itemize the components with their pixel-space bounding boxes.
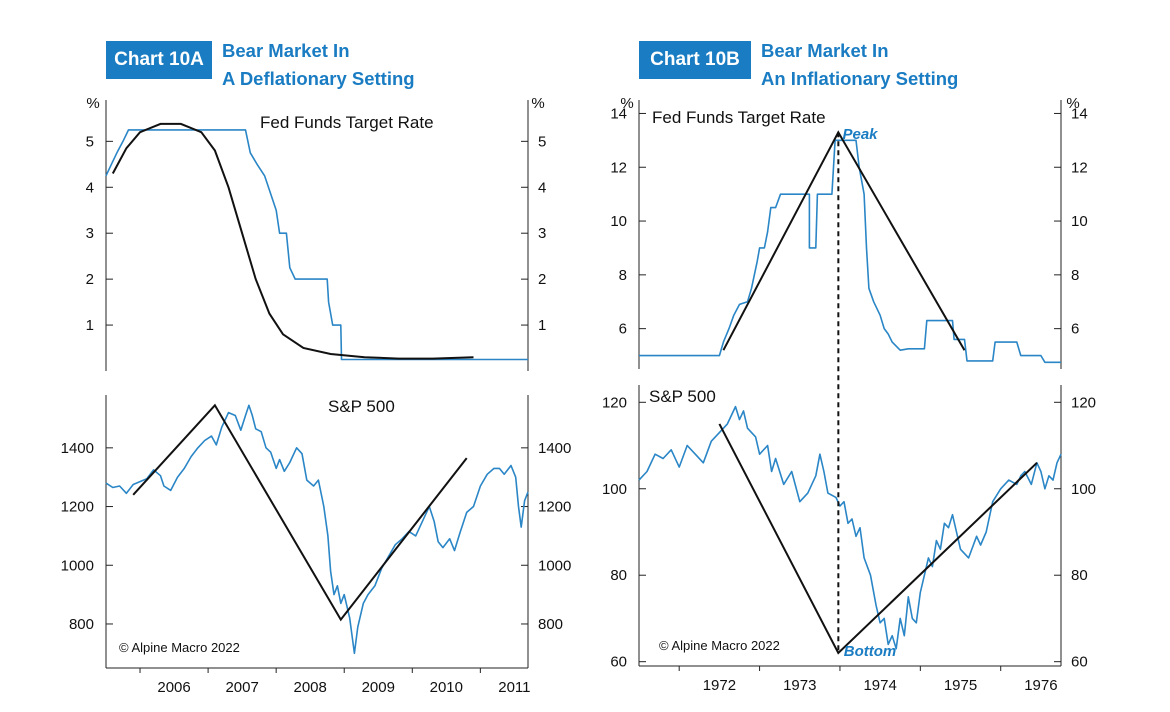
y-tick-label-right: 14 xyxy=(1071,105,1088,122)
top-series-label: Fed Funds Target Rate xyxy=(652,108,826,127)
x-tick-label: 1973 xyxy=(783,677,816,694)
x-tick-label: 2008 xyxy=(294,679,327,696)
chart-panel-10a: Chart 10A Bear Market In A Deflationary … xyxy=(61,40,572,696)
bottom-series-line xyxy=(638,405,1062,650)
bottom-series-line xyxy=(105,404,529,655)
x-tick-label: 1972 xyxy=(703,677,736,694)
chart-title-line1: Bear Market In xyxy=(761,40,889,61)
y-tick-label-right: 3 xyxy=(538,225,546,242)
y-tick-label-right: 10 xyxy=(1071,213,1088,230)
chart-panel-10b: Chart 10B Bear Market In An Inflationary… xyxy=(585,0,1170,712)
top-axes: 1 1 2 2 3 3 4 4 5 5 xyxy=(86,100,546,371)
y-tick-label-right: 8 xyxy=(1071,267,1079,284)
y-tick-label-right: 5 xyxy=(538,133,546,150)
bottom-series-label: S&P 500 xyxy=(649,387,716,406)
y-tick-label-left: 120 xyxy=(602,394,627,411)
bottom-axes: 800 800 1000 1000 1200 1200 1400 1400 xyxy=(61,395,571,668)
y-tick-label-right: 80 xyxy=(1071,567,1088,584)
chart-title-line2: An Inflationary Setting xyxy=(761,68,959,89)
chart-svg: 6 6 8 8 10 10 12 12 14 14 60 60 80 80 100 100 120 120 19… xyxy=(602,95,1096,694)
x-tick-label: 2007 xyxy=(225,679,258,696)
y-tick-label-right: 12 xyxy=(1071,159,1088,176)
y-tick-label-left: 4 xyxy=(86,179,94,196)
bottom-trend-line xyxy=(718,423,1038,655)
y-tick-label-left: 1 xyxy=(86,317,94,334)
x-tick-label: 2006 xyxy=(157,679,190,696)
y-tick-label-right: 120 xyxy=(1071,394,1096,411)
y-tick-label-left: 80 xyxy=(610,567,627,584)
y-tick-label-right: 1400 xyxy=(538,440,571,457)
bottom-series-label: S&P 500 xyxy=(328,397,395,416)
top-axes: 6 6 8 8 10 10 12 12 14 14 xyxy=(610,100,1088,369)
right-unit-label: % xyxy=(531,95,544,112)
x-tick-label: 2009 xyxy=(362,679,395,696)
x-tick-label: 1976 xyxy=(1024,677,1057,694)
chart-tag: Chart 10B xyxy=(639,41,751,79)
chart-title-line1: Bear Market In xyxy=(222,40,350,61)
top-trend-line xyxy=(722,130,966,351)
x-tick-label: 1975 xyxy=(944,677,977,694)
y-tick-label-left: 6 xyxy=(619,321,627,338)
y-tick-label-right: 1200 xyxy=(538,499,571,516)
top-trend-line xyxy=(111,122,474,360)
chart-title-line2: A Deflationary Setting xyxy=(222,68,415,89)
credit: © Alpine Macro 2022 xyxy=(659,638,780,653)
left-unit-label: % xyxy=(86,95,99,112)
y-tick-label-right: 1 xyxy=(538,317,546,334)
top-series-label: Fed Funds Target Rate xyxy=(260,113,434,132)
y-tick-label-left: 1400 xyxy=(61,440,94,457)
y-tick-label-left: 5 xyxy=(86,133,94,150)
x-axis: 1972 1973 1974 1975 1976 xyxy=(639,665,1061,694)
top-series-line xyxy=(105,129,528,361)
y-tick-label-left: 1200 xyxy=(61,499,94,516)
chart-tag: Chart 10A xyxy=(106,41,212,79)
y-tick-label-left: 800 xyxy=(69,616,94,633)
y-tick-label-right: 1000 xyxy=(538,557,571,574)
y-tick-label-left: 60 xyxy=(610,654,627,671)
bottom-trend-line xyxy=(132,403,468,622)
y-tick-label-right: 60 xyxy=(1071,654,1088,671)
y-tick-label-left: 2 xyxy=(86,271,94,288)
y-tick-label-left: 100 xyxy=(602,481,627,498)
y-tick-label-right: 800 xyxy=(538,616,563,633)
bottom-axes: 60 60 80 80 100 100 120 120 xyxy=(602,385,1096,671)
y-tick-label-left: 8 xyxy=(619,267,627,284)
x-axis: 2006 2007 2008 2009 2010 2011 xyxy=(106,667,531,696)
y-tick-label-left: 3 xyxy=(86,225,94,242)
credit: © Alpine Macro 2022 xyxy=(119,640,240,655)
top-series-line xyxy=(639,139,1061,364)
y-tick-label-left: 1000 xyxy=(61,557,94,574)
y-tick-label-left: 10 xyxy=(610,213,627,230)
series-lines xyxy=(105,122,529,655)
y-tick-label-right: 6 xyxy=(1071,321,1079,338)
chart-svg: 1 1 2 2 3 3 4 4 5 5 800 800 1000 1000 1200 1200 1400 140… xyxy=(61,95,572,696)
bottom-annotation: Bottom xyxy=(844,643,897,660)
x-tick-label: 2010 xyxy=(430,679,463,696)
left-unit-label: % xyxy=(620,95,633,112)
y-tick-label-right: 4 xyxy=(538,179,546,196)
right-unit-label: % xyxy=(1066,95,1079,112)
x-tick-label: 2011 xyxy=(498,679,530,696)
y-tick-label-right: 2 xyxy=(538,271,546,288)
y-tick-label-left: 12 xyxy=(610,159,627,176)
peak-annotation: Peak xyxy=(842,126,878,143)
x-tick-label: 1974 xyxy=(863,677,896,694)
y-tick-label-left: 14 xyxy=(610,105,627,122)
y-tick-label-right: 100 xyxy=(1071,481,1096,498)
